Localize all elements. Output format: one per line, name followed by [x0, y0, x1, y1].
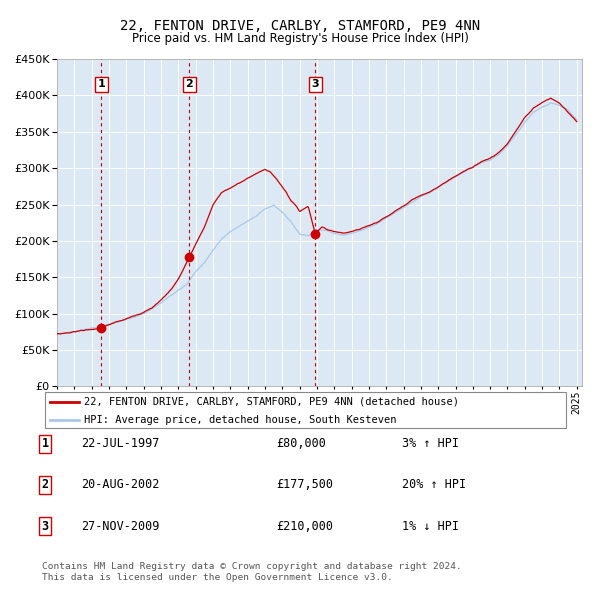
Text: 1% ↓ HPI: 1% ↓ HPI [402, 520, 459, 533]
Text: 20-AUG-2002: 20-AUG-2002 [81, 478, 160, 491]
Text: Price paid vs. HM Land Registry's House Price Index (HPI): Price paid vs. HM Land Registry's House … [131, 32, 469, 45]
Text: 3: 3 [311, 80, 319, 90]
Text: 20% ↑ HPI: 20% ↑ HPI [402, 478, 466, 491]
Text: 1: 1 [97, 80, 105, 90]
Text: 27-NOV-2009: 27-NOV-2009 [81, 520, 160, 533]
Text: £80,000: £80,000 [276, 437, 326, 450]
Text: HPI: Average price, detached house, South Kesteven: HPI: Average price, detached house, Sout… [84, 415, 397, 425]
Text: Contains HM Land Registry data © Crown copyright and database right 2024.: Contains HM Land Registry data © Crown c… [42, 562, 462, 571]
Text: 2: 2 [185, 80, 193, 90]
Text: 1: 1 [41, 437, 49, 450]
Text: 3: 3 [41, 520, 49, 533]
Text: 22-JUL-1997: 22-JUL-1997 [81, 437, 160, 450]
Text: 22, FENTON DRIVE, CARLBY, STAMFORD, PE9 4NN: 22, FENTON DRIVE, CARLBY, STAMFORD, PE9 … [120, 19, 480, 33]
Text: 2: 2 [41, 478, 49, 491]
Text: £210,000: £210,000 [276, 520, 333, 533]
Text: 3% ↑ HPI: 3% ↑ HPI [402, 437, 459, 450]
Text: £177,500: £177,500 [276, 478, 333, 491]
Text: This data is licensed under the Open Government Licence v3.0.: This data is licensed under the Open Gov… [42, 573, 393, 582]
Text: 22, FENTON DRIVE, CARLBY, STAMFORD, PE9 4NN (detached house): 22, FENTON DRIVE, CARLBY, STAMFORD, PE9 … [84, 396, 459, 407]
FancyBboxPatch shape [44, 392, 566, 428]
